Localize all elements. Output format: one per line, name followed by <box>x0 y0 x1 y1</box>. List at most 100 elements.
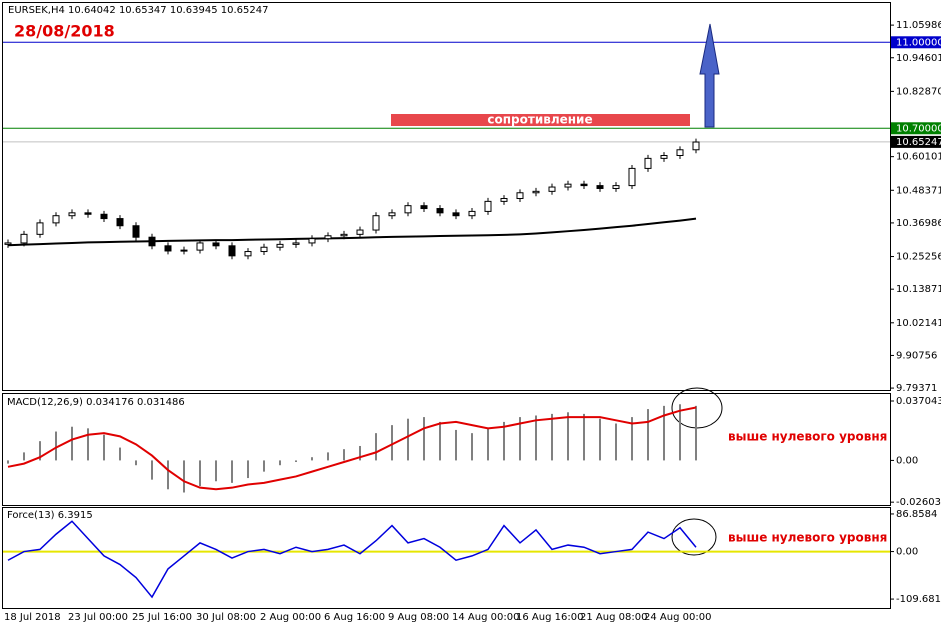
x-tick-label: 6 Aug 16:00 <box>324 612 385 623</box>
candle-body <box>36 222 44 235</box>
macd-bar <box>263 460 265 472</box>
candle-body <box>244 251 252 257</box>
macd-bar <box>423 417 425 461</box>
macd-bar <box>455 429 457 461</box>
y-tick-label: -0.026031 <box>896 497 941 508</box>
macd-bar <box>87 428 89 461</box>
macd-bar <box>519 417 521 461</box>
candle-body <box>516 192 524 200</box>
candle-body <box>564 183 572 188</box>
macd-bar <box>471 433 473 461</box>
y-tick-label: 10.36986 <box>896 218 941 229</box>
macd-panel <box>2 393 891 506</box>
y-tick-label: 86.8584 <box>896 509 937 520</box>
y-tick-label: 9.79371 <box>896 383 937 394</box>
candle-body <box>132 225 140 238</box>
macd-bar <box>647 409 649 461</box>
macd-bar <box>279 460 281 466</box>
y-tick-label: 0.00 <box>896 547 918 558</box>
macd-bar <box>167 460 169 490</box>
x-tick-label: 30 Jul 08:00 <box>196 612 256 623</box>
macd-bar <box>615 423 617 461</box>
x-tick-label: 24 Aug 00:00 <box>644 612 711 623</box>
macd-bar <box>551 413 553 461</box>
level-label: 10.70000 <box>896 123 941 134</box>
candle-body <box>372 215 380 231</box>
macd-bar <box>7 460 9 464</box>
candle-body <box>180 249 188 252</box>
x-tick-label: 25 Jul 16:00 <box>132 612 192 623</box>
candle-body <box>260 246 268 253</box>
macd-bar <box>695 405 697 461</box>
candle-body <box>484 200 492 212</box>
candle-body <box>52 215 60 224</box>
candle-body <box>580 183 588 187</box>
candle-body <box>196 242 204 251</box>
candle-body <box>676 149 684 157</box>
macd-note: выше нулевого уровня <box>728 430 887 444</box>
x-tick-label: 9 Aug 08:00 <box>388 612 449 623</box>
macd-bar <box>327 452 329 461</box>
x-tick-label: 16 Aug 16:00 <box>516 612 583 623</box>
macd-bar <box>151 460 153 480</box>
resistance-zone <box>391 114 690 126</box>
macd-bar <box>343 449 345 461</box>
macd-bar <box>183 460 185 493</box>
macd-title: MACD(12,26,9) 0.034176 0.031486 <box>7 397 185 408</box>
candle-body <box>148 236 156 247</box>
macd-bar <box>359 445 361 461</box>
force-circle <box>671 518 717 556</box>
candle-body <box>100 213 108 220</box>
candle-body <box>324 235 332 240</box>
macd-bar <box>679 404 681 461</box>
candle-body <box>500 198 508 202</box>
macd-bar <box>311 457 313 461</box>
macd-bar <box>663 405 665 461</box>
price-title: EURSEK,H4 10.64042 10.65347 10.63945 10.… <box>8 5 268 16</box>
macd-bar <box>23 452 25 461</box>
candle-body <box>4 242 12 245</box>
macd-bar <box>103 434 105 461</box>
force-line <box>7 520 697 599</box>
y-tick-label: -109.6815 <box>896 594 941 605</box>
y-tick-label: 9.90756 <box>896 350 937 361</box>
candle-body <box>228 245 236 257</box>
candle-body <box>356 229 364 235</box>
macd-bar <box>215 460 217 482</box>
last-price-box <box>891 135 941 148</box>
candle-body <box>308 238 316 244</box>
macd-bar <box>391 425 393 461</box>
x-tick-label: 18 Jul 2018 <box>4 612 61 623</box>
macd-bar <box>71 426 73 461</box>
candle-body <box>116 218 124 227</box>
resistance-label: сопротивление <box>487 113 592 127</box>
candle-body <box>660 155 668 159</box>
candle-body <box>596 185 604 189</box>
macd-bar <box>487 428 489 461</box>
macd-bar <box>631 417 633 461</box>
x-tick-label: 2 Aug 00:00 <box>260 612 321 623</box>
y-tick-label: 10.13871 <box>896 284 941 295</box>
moving-average <box>7 217 697 247</box>
y-tick-label: 10.48371 <box>896 185 941 196</box>
candle-body <box>164 245 172 252</box>
candle-body <box>644 157 652 169</box>
level-label: 11.00000 <box>896 37 941 48</box>
up-arrow <box>699 23 720 128</box>
macd-bar <box>247 460 249 479</box>
candle-body <box>692 141 700 151</box>
candle-body <box>468 210 476 217</box>
level-box <box>891 122 941 135</box>
candle-body <box>404 205 412 214</box>
candle-body <box>340 233 348 237</box>
y-tick-label: 10.60101 <box>896 152 941 163</box>
x-tick-label: 14 Aug 00:00 <box>452 612 519 623</box>
macd-bar <box>439 421 441 461</box>
macd-bar <box>119 447 121 461</box>
candle-body <box>68 212 76 217</box>
x-tick-label: 21 Aug 08:00 <box>580 612 647 623</box>
y-tick-label: 10.02141 <box>896 318 941 329</box>
macd-bar <box>503 421 505 461</box>
force-note: выше нулевого уровня <box>728 531 887 545</box>
